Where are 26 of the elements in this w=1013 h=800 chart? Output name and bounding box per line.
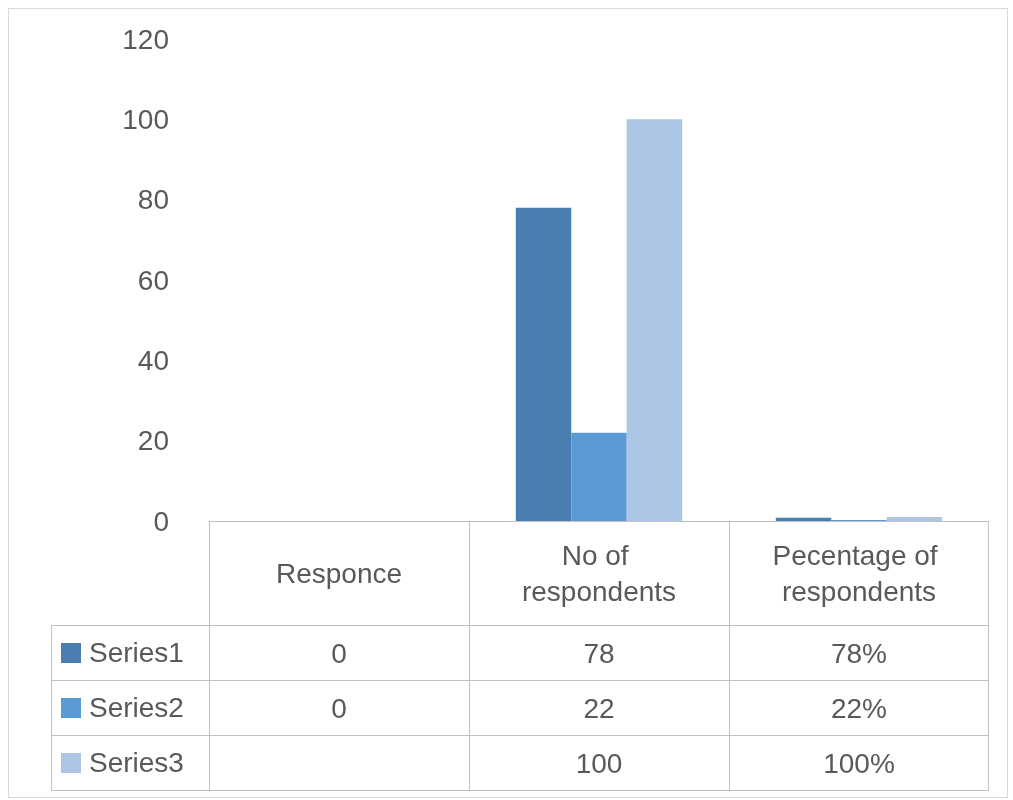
- data-label: 22%: [829, 691, 888, 726]
- y-tick-label: 100: [122, 103, 169, 135]
- legend-label: Series3: [89, 747, 184, 779]
- x-tick-label: Responce: [275, 558, 403, 589]
- y-tick-label: 60: [137, 264, 169, 296]
- data-label: 0: [330, 691, 348, 726]
- y-tick-label: 120: [122, 23, 169, 55]
- bar: [571, 432, 627, 521]
- data-label: 22: [582, 691, 616, 726]
- data-label: 100: [574, 746, 624, 781]
- data-label: 78: [582, 636, 616, 671]
- data-label: 100%: [822, 746, 896, 781]
- y-tick-label: 0: [153, 505, 169, 537]
- y-tick-label: 20: [137, 425, 169, 457]
- bar: [515, 207, 572, 521]
- legend-label: Series1: [89, 637, 184, 669]
- bar: [886, 516, 943, 521]
- x-tick-label: No of respondents: [521, 540, 677, 607]
- bar: [775, 517, 832, 521]
- data-label: 78%: [829, 636, 888, 671]
- data-label: 0: [330, 636, 348, 671]
- y-tick-label: 80: [137, 184, 169, 216]
- y-tick-label: 40: [137, 344, 169, 376]
- bar: [626, 119, 683, 521]
- legend-label: Series2: [89, 692, 184, 724]
- x-tick-label: Pecentage of respondents: [772, 540, 946, 607]
